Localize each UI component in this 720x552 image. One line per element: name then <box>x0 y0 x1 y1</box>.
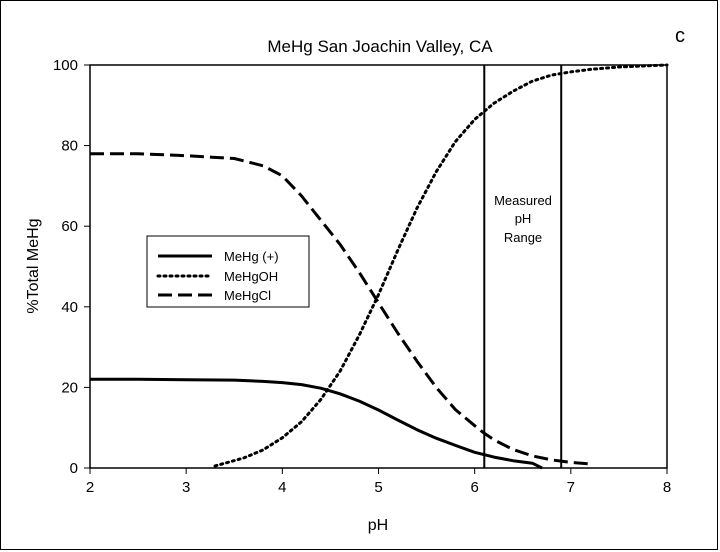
y-tick-label-20: 20 <box>61 379 78 396</box>
legend: MeHg (+) MeHgOH MeHgCl <box>146 235 310 308</box>
series-layer <box>90 63 669 470</box>
range-label-line3: Range <box>504 230 542 245</box>
series-line-mehgoh <box>213 63 669 468</box>
y-tick-label-60: 60 <box>61 218 78 235</box>
y-tick-label-80: 80 <box>61 138 78 155</box>
legend-label-mehgcl: MeHgCl <box>224 288 271 303</box>
series-line-mehgcl <box>90 152 591 466</box>
x-tick-label-2: 2 <box>86 479 94 496</box>
series-line-mehg <box>90 377 543 470</box>
chart-title: MeHg San Joachin Valley, CA <box>267 37 493 56</box>
x-tick-label-4: 4 <box>278 479 286 496</box>
y-axis-title: %Total MeHg <box>25 218 42 313</box>
panel-letter: c <box>675 25 685 47</box>
legend-label-mehg-plus: MeHg (+) <box>224 249 279 264</box>
x-tick-label-7: 7 <box>567 479 575 496</box>
range-lines <box>483 65 563 468</box>
x-axis-title: pH <box>368 517 388 534</box>
y-tick-label-40: 40 <box>61 299 78 316</box>
x-tick-label-6: 6 <box>470 479 478 496</box>
y-tick-label-100: 100 <box>53 57 78 74</box>
x-tick-label-3: 3 <box>182 479 190 496</box>
y-tick-label-0: 0 <box>70 460 78 477</box>
range-label-line2: pH <box>515 211 532 226</box>
x-tick-label-8: 8 <box>663 479 671 496</box>
legend-label-mehgoh: MeHgOH <box>224 269 278 284</box>
x-tick-label-5: 5 <box>374 479 382 496</box>
legend-box <box>146 235 310 308</box>
range-label-line1: Measured <box>494 193 552 208</box>
